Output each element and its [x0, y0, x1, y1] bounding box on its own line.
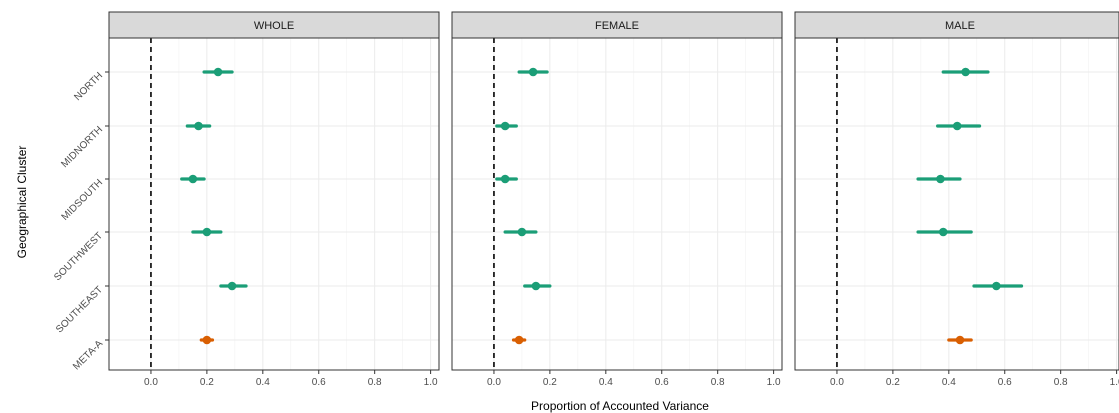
point-southwest — [517, 227, 527, 237]
facet-panel-female: FEMALE 0.0 0.2 0.4 0.6 0.8 1.0 — [451, 11, 783, 388]
y-tick-label-southwest: SOUTHWEST — [52, 230, 105, 283]
point-north — [213, 67, 223, 77]
x-tick-label: 1.0 — [767, 377, 781, 388]
panel-border — [451, 37, 783, 371]
x-tick-label: 0.4 — [256, 377, 270, 388]
point-meta-a — [955, 335, 965, 345]
facet-strip — [451, 11, 783, 39]
facet-panel-male: MALE 0.0 0.2 0.4 0.6 0.8 1.0 — [794, 11, 1119, 388]
x-tick-label: 0.4 — [599, 377, 613, 388]
point-midnorth — [194, 121, 203, 131]
x-tick-label: 0.6 — [312, 377, 326, 388]
point-midnorth — [952, 121, 962, 131]
point-midsouth — [188, 174, 198, 184]
y-tick-label-midnorth: MIDNORTH — [59, 124, 105, 170]
point-southeast — [992, 281, 1001, 291]
x-axis-title: Proportion of Accounted Variance — [531, 399, 709, 413]
x-tick-label: 0.2 — [200, 377, 214, 388]
facet-strip — [108, 11, 440, 39]
x-tick-label: 0.0 — [487, 377, 501, 388]
x-tick-label: 0.8 — [711, 377, 725, 388]
point-southwest — [938, 227, 948, 237]
x-tick-label: 0.4 — [942, 377, 956, 388]
point-meta-a — [202, 335, 212, 345]
facet-strip-label: FEMALE — [595, 20, 639, 32]
x-tick-label: 0.8 — [1054, 377, 1068, 388]
x-tick-label: 1.0 — [1110, 377, 1119, 388]
facet-panel-whole: WHOLE 0.0 0.2 0.4 0.6 0.8 1.0 — [108, 11, 440, 388]
y-tick-label-midsouth: MIDSOUTH — [60, 177, 105, 222]
panel-border — [794, 37, 1119, 371]
x-tick-label: 1.0 — [424, 377, 438, 388]
point-southeast — [227, 281, 237, 291]
point-midsouth — [936, 174, 945, 184]
x-tick-label: 0.8 — [368, 377, 382, 388]
y-tick-label-north: NORTH — [72, 70, 105, 103]
x-tick-label: 0.6 — [998, 377, 1012, 388]
x-tick-label: 0.0 — [830, 377, 844, 388]
x-tick-label: 0.6 — [655, 377, 669, 388]
panel-background — [795, 38, 1119, 370]
point-north — [528, 67, 538, 77]
point-southwest — [202, 227, 212, 237]
point-midsouth — [500, 174, 510, 184]
panel-background — [452, 38, 782, 370]
point-midnorth — [500, 121, 510, 131]
x-tick-label: 0.2 — [543, 377, 557, 388]
point-north — [961, 67, 970, 77]
y-tick-label-meta-a: META-A — [71, 338, 105, 372]
y-axis-title: Geographical Cluster — [15, 146, 29, 259]
point-meta-a — [514, 335, 524, 345]
panel-background — [109, 38, 439, 370]
x-tick-label: 0.0 — [144, 377, 158, 388]
point-southeast — [531, 281, 541, 291]
x-tick-label: 0.2 — [886, 377, 900, 388]
y-tick-label-southeast: SOUTHEAST — [54, 284, 105, 335]
facet-strip-label: MALE — [945, 20, 975, 32]
panel-border — [108, 37, 440, 371]
facet-strip-label: WHOLE — [254, 20, 294, 32]
